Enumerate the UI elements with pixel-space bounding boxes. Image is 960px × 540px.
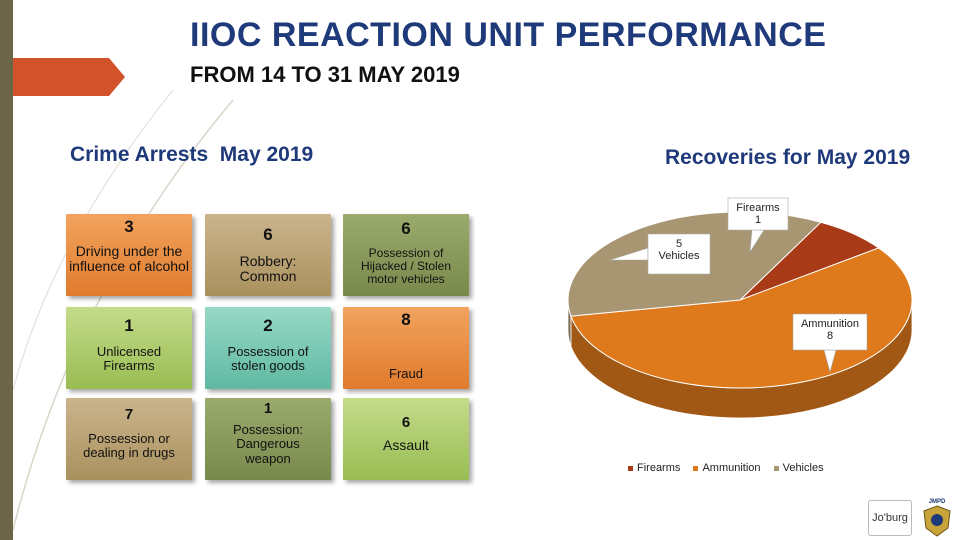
legend-swatch (773, 465, 779, 471)
legend-label: Ammunition (702, 462, 761, 474)
joburg-logo: Jo'burg (868, 500, 912, 536)
arrest-tile-fraud: 8 Fraud (343, 307, 469, 389)
data-label-value: 5 (676, 238, 682, 250)
jmpd-badge-icon: JMPD (923, 499, 951, 537)
arrest-tile-drugs: 7 Possession or dealing in drugs (66, 398, 192, 480)
data-label-category: Ammunition (801, 318, 859, 330)
arrest-count: 6 (263, 225, 273, 244)
arrest-label: Fraud (389, 366, 423, 381)
arrest-label: Possession of stolen goods (227, 344, 309, 374)
data-label-value: 1 (755, 214, 761, 226)
arrest-label: Possession of Hijacked / Stolen motor ve… (360, 246, 452, 287)
legend-item-ammunition: Ammunition (693, 462, 761, 474)
badge-label: JMPD (929, 499, 946, 505)
legend-label: Vehicles (782, 462, 824, 474)
arrests-heading: Crime Arrests May 2019 (70, 143, 314, 166)
arrest-count: 3 (124, 217, 134, 236)
arrest-count: 6 (401, 219, 411, 238)
arrest-count: 7 (124, 406, 134, 423)
legend-label: Firearms (637, 462, 681, 474)
arrest-label: Driving under the influence of alcohol (69, 243, 189, 275)
arrest-count: 1 (124, 316, 134, 335)
arrest-tile-stolen-goods: 2 Possession of stolen goods (205, 307, 331, 389)
legend-swatch (693, 465, 699, 471)
arrest-label: Unlicensed Firearms (96, 344, 162, 374)
arrest-tile-dangerous-weapon: 1 Possession: Dangerous weapon (205, 398, 331, 480)
legend-item-vehicles: Vehicles (773, 462, 824, 474)
legend-swatch (628, 465, 633, 471)
chart-title: Recoveries for May 2019 (665, 146, 911, 169)
arrest-count: 1 (263, 400, 273, 417)
arrest-tile-hijacked-vehicles: 6 Possession of Hijacked / Stolen motor … (343, 214, 469, 296)
data-label-value: 8 (827, 330, 833, 342)
left-accent-bar (0, 0, 13, 540)
arrest-label: Assault (383, 437, 429, 453)
arrest-tile-robbery: 6 Robbery: Common (205, 214, 331, 296)
data-label-category: Vehicles (659, 250, 700, 262)
arrest-count: 6 (401, 414, 411, 431)
data-label-category: Firearms (736, 202, 780, 214)
arrest-label: Possession: Dangerous weapon (232, 422, 304, 466)
chart-legend: Firearms Ammunition Vehicles (628, 462, 834, 474)
arrest-label: Robbery: Common (239, 253, 297, 285)
arrest-tile-drink-driving: 3 Driving under the influence of alcohol (66, 214, 192, 296)
page-subtitle: FROM 14 TO 31 MAY 2019 (190, 62, 460, 87)
arrest-tile-unlicensed-firearms: 1 Unlicensed Firearms (66, 307, 192, 389)
arrest-label: Possession or dealing in drugs (83, 431, 175, 461)
page-title: IIOC REACTION UNIT PERFORMANCE (190, 16, 827, 54)
arrest-count: 8 (401, 310, 411, 329)
arrest-tile-assault: 6 Assault (343, 398, 469, 480)
legend-item-firearms: Firearms (628, 462, 680, 474)
arrow-decoration (13, 58, 125, 96)
arrest-count: 2 (263, 316, 273, 335)
